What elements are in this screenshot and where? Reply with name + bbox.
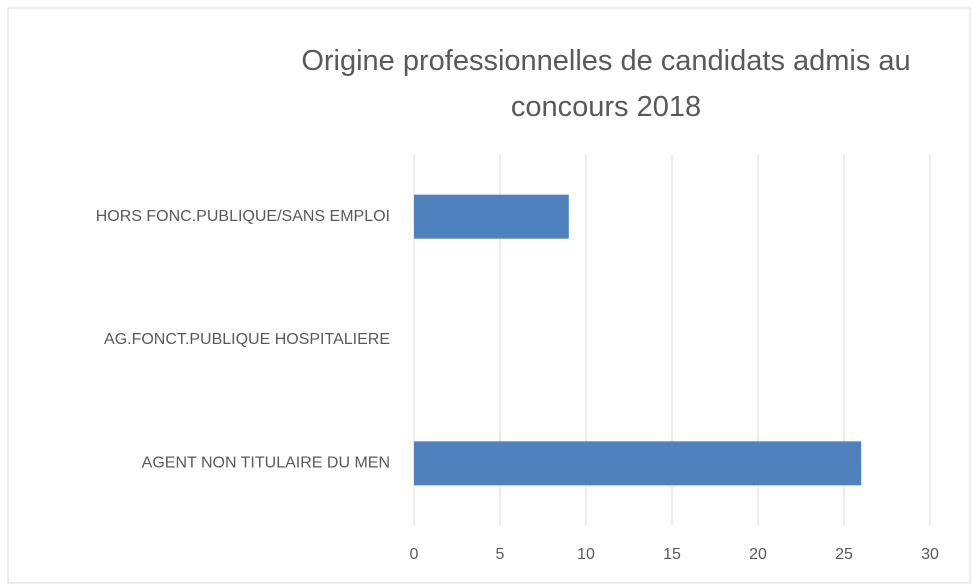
x-tick-label: 30	[921, 546, 939, 563]
x-tick-label: 5	[496, 546, 505, 563]
x-tick-label: 20	[749, 546, 767, 563]
chart-title: Origine professionnelles de candidats ad…	[301, 45, 911, 123]
bar	[414, 441, 862, 486]
chart-frame	[7, 7, 971, 584]
x-tick-label: 10	[577, 546, 595, 563]
y-tick-label: AG.FONCT.PUBLIQUE HOSPITALIERE	[104, 331, 390, 348]
y-tick-label: HORS FONC.PUBLIQUE/SANS EMPLOI	[96, 208, 390, 225]
x-tick-label: 0	[410, 546, 419, 563]
x-tick-label: 25	[835, 546, 853, 563]
bar	[414, 194, 569, 239]
y-tick-label: AGENT NON TITULAIRE DU MEN	[142, 455, 390, 472]
x-tick-label: 15	[663, 546, 681, 563]
